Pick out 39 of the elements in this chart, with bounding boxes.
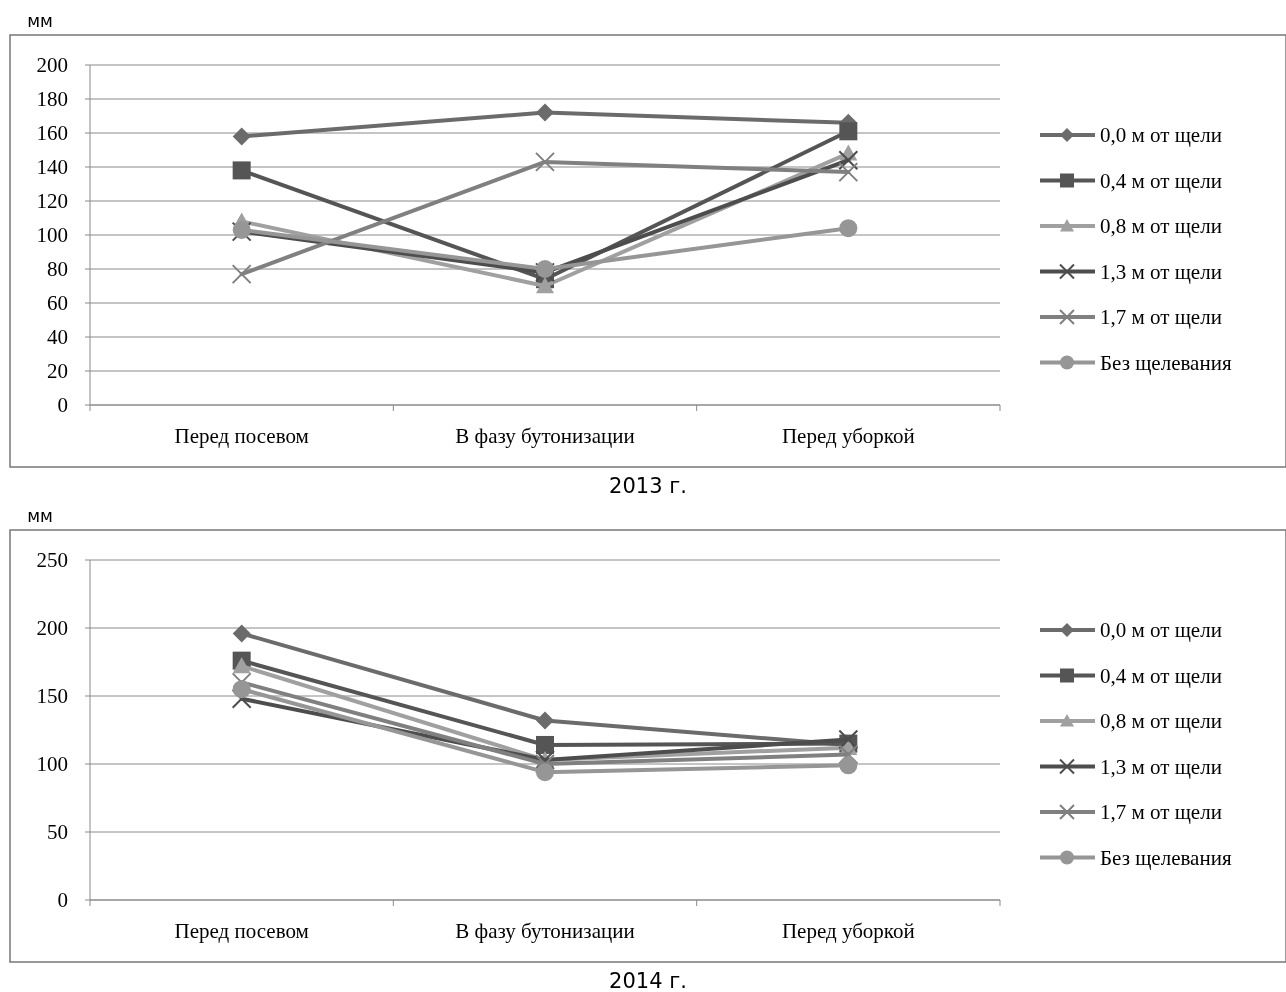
y-tick-label: 200 bbox=[36, 53, 68, 78]
y-tick-label: 50 bbox=[47, 820, 68, 845]
y-tick-label: 160 bbox=[36, 121, 68, 146]
legend-label: Без щелевания bbox=[1100, 845, 1232, 870]
legend-label: Без щелевания bbox=[1100, 350, 1232, 375]
legend-label: 0,8 м от щели bbox=[1100, 709, 1222, 734]
x-tick-label: Перед посевом bbox=[174, 424, 309, 448]
y-tick-label: 200 bbox=[36, 616, 68, 641]
legend-label: 0,0 м от щели bbox=[1100, 123, 1222, 148]
y-tick-label: 100 bbox=[36, 752, 68, 777]
x-tick-label: Перед уборкой bbox=[781, 919, 915, 943]
text: 2013 г. bbox=[609, 474, 687, 498]
y-tick-label: 0 bbox=[57, 393, 68, 418]
y-tick-label: 180 bbox=[36, 87, 68, 112]
x-tick-label: Перед посевом bbox=[174, 919, 309, 943]
legend-label: 0,4 м от щели bbox=[1100, 663, 1222, 688]
legend-label: 1,7 м от щели bbox=[1100, 800, 1222, 825]
y-tick-label: 250 bbox=[36, 548, 68, 573]
y-tick-label: 80 bbox=[47, 257, 68, 282]
legend-label: 0,0 м от щели bbox=[1100, 618, 1222, 643]
y-tick-label: 140 bbox=[36, 155, 68, 180]
y-tick-label: 60 bbox=[47, 291, 68, 316]
y-tick-label: 120 bbox=[36, 189, 68, 214]
legend-label: 0,4 м от щели bbox=[1100, 168, 1222, 193]
legend-label: 0,8 м от щели bbox=[1100, 214, 1222, 239]
legend-label: 1,3 м от щели bbox=[1100, 259, 1222, 284]
y-tick-label: 100 bbox=[36, 223, 68, 248]
y-tick-label: 20 bbox=[47, 359, 68, 384]
y-tick-label: 40 bbox=[47, 325, 68, 350]
x-tick-label: В фазу бутонизации bbox=[455, 919, 635, 943]
y-axis-title: мм bbox=[27, 11, 53, 31]
legend-label: 1,3 м от щели bbox=[1100, 754, 1222, 779]
x-tick-label: Перед уборкой bbox=[781, 424, 915, 448]
y-tick-label: 0 bbox=[57, 888, 68, 913]
y-axis-title: мм bbox=[27, 506, 53, 526]
text: 2014 г. bbox=[609, 969, 687, 992]
legend-label: 1,7 м от щели bbox=[1100, 305, 1222, 330]
y-tick-label: 150 bbox=[36, 684, 68, 709]
x-tick-label: В фазу бутонизации bbox=[455, 424, 635, 448]
